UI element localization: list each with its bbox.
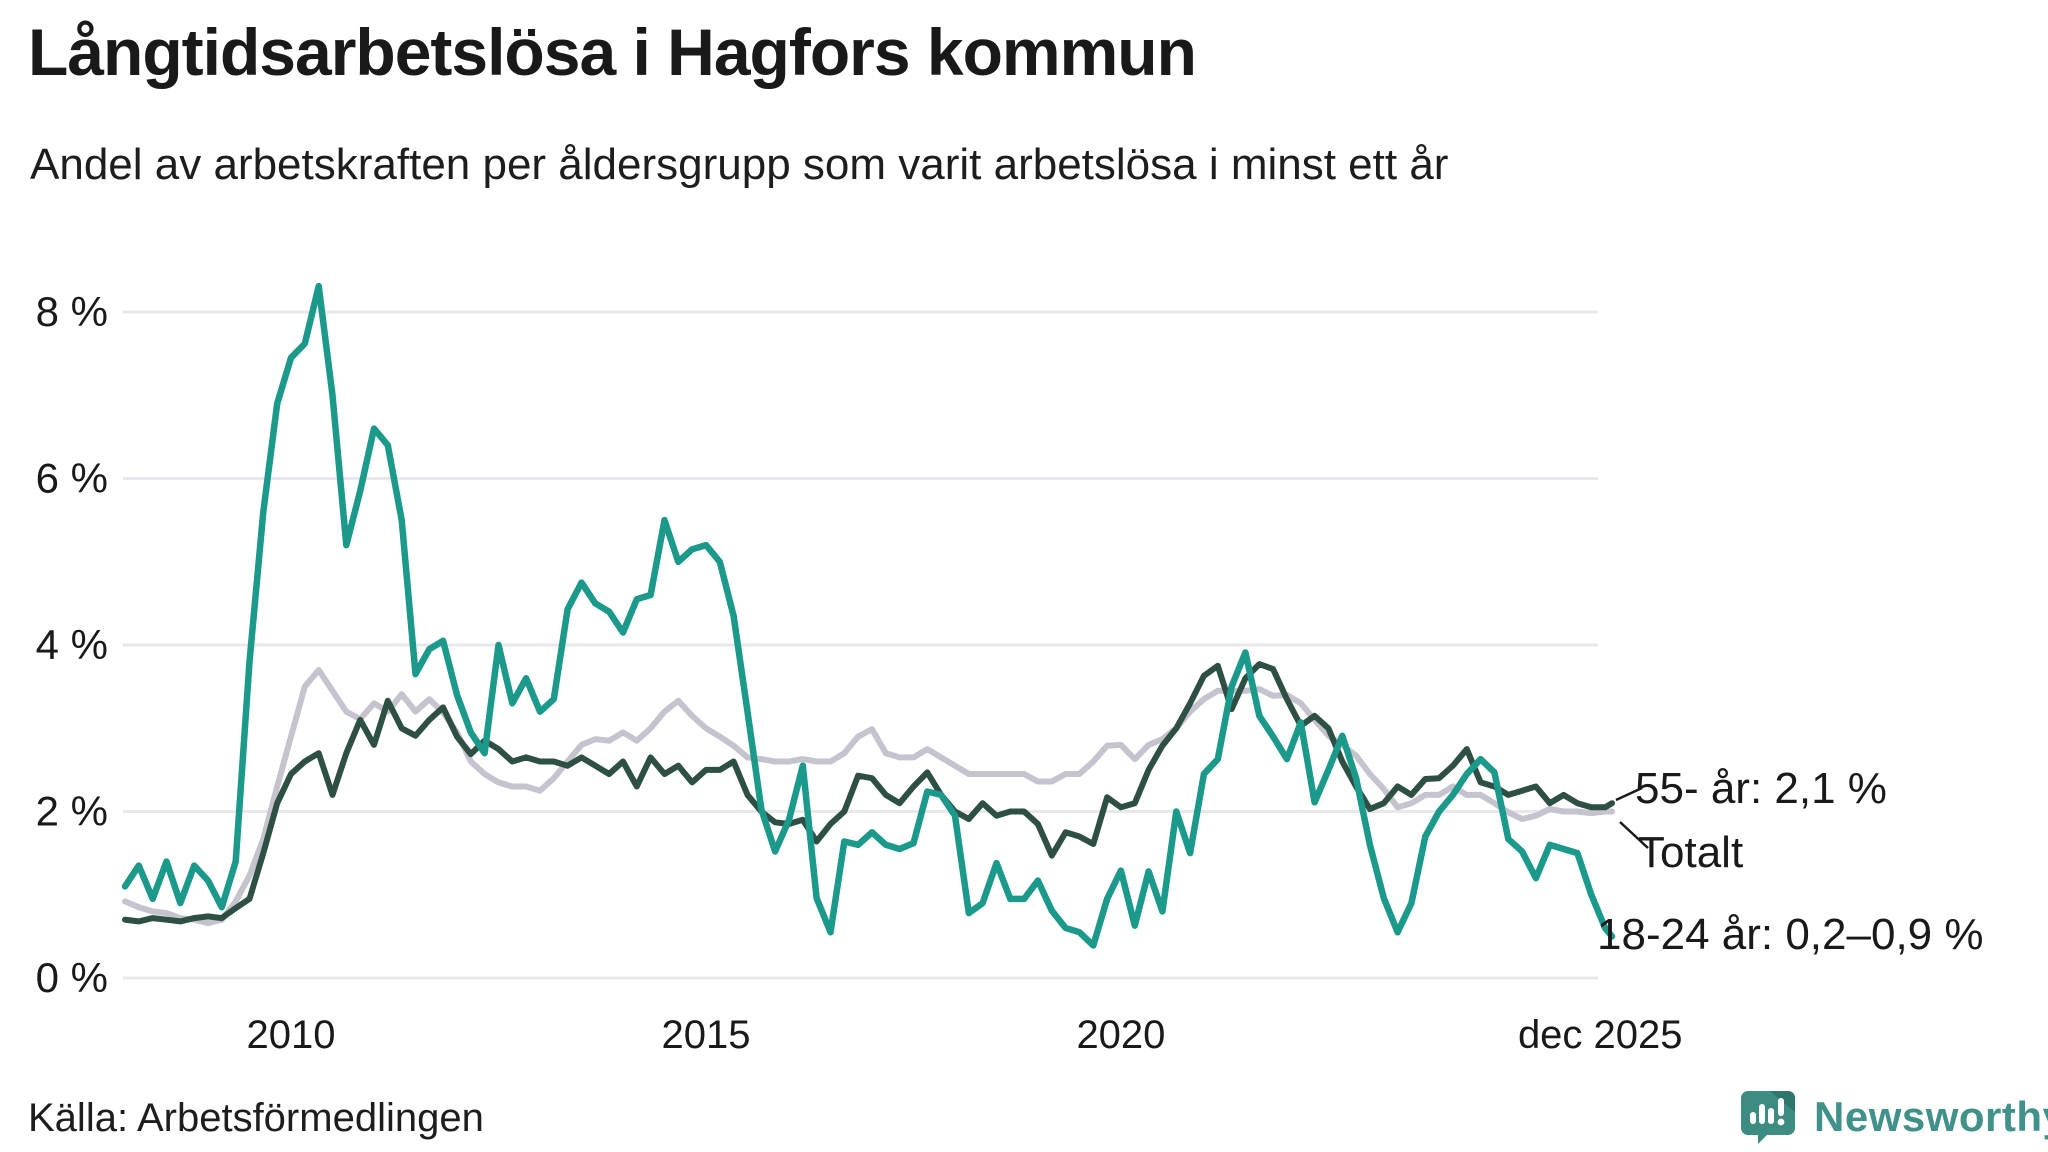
- y-axis-label-2: 2 %: [36, 788, 108, 835]
- x-axis-label-dec-2025: dec 2025: [1518, 1013, 1683, 1057]
- newsworthy-wordmark: Newsworthy: [1814, 1093, 2048, 1140]
- y-axis-label-0: 0 %: [36, 954, 108, 1001]
- series-line-Totalt: [122, 667, 1615, 927]
- y-axis-label-8: 8 %: [36, 288, 108, 335]
- y-axis-label-6: 6 %: [36, 455, 108, 502]
- annotation-18-24-years: 18-24 år: 0,2–0,9 %: [1597, 910, 1984, 959]
- newsworthy-icon: [1741, 1091, 1795, 1144]
- source-caption: Källa: Arbetsförmedlingen: [28, 1096, 484, 1140]
- series-line-18-24-år: [121, 282, 1616, 949]
- series-line-55--år: [122, 661, 1615, 925]
- chart-subtitle: Andel av arbetskraften per åldersgrupp s…: [30, 140, 1449, 189]
- y-axis-label-4: 4 %: [36, 621, 108, 668]
- x-axis-label-2010: 2010: [246, 1013, 335, 1057]
- x-axis-label-2020: 2020: [1076, 1013, 1165, 1057]
- annotation-55-years: 55- år: 2,1 %: [1635, 764, 1887, 813]
- leader-line-55-years: [1615, 786, 1643, 802]
- leader-line-total: [1619, 821, 1649, 849]
- x-axis-label-2015: 2015: [661, 1013, 750, 1057]
- annotation-total: Totalt: [1638, 828, 1744, 877]
- newsworthy-logo: Newsworthy: [1740, 1090, 2048, 1144]
- page-title: Långtidsarbetslösa i Hagfors kommun: [28, 15, 1197, 89]
